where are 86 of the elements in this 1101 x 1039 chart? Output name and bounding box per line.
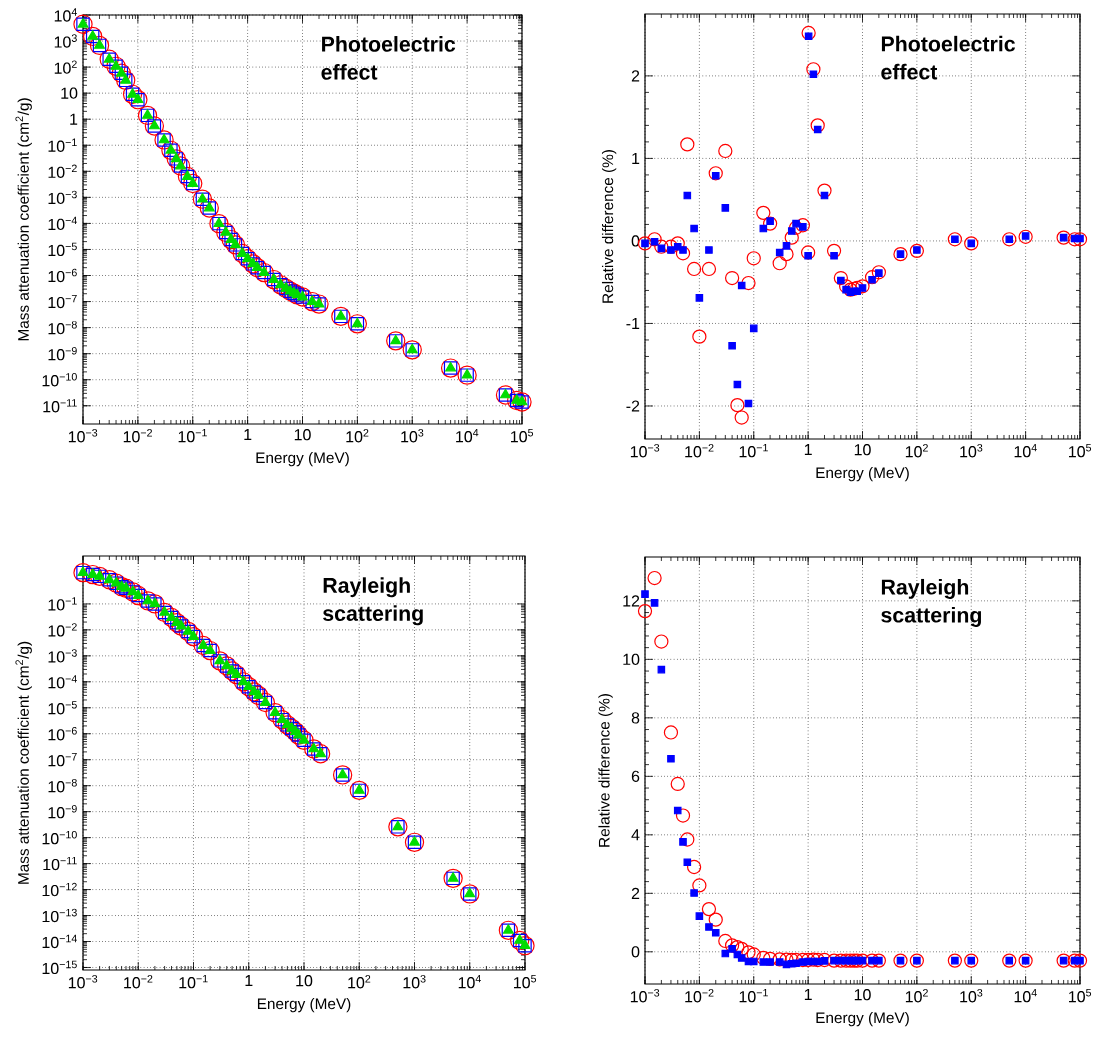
y-tick-label: 10$^{3}$ — [54, 34, 77, 48]
y-tick-label: 12 — [623, 595, 640, 607]
y-tick-label: 10$^{−10}$ — [42, 373, 77, 387]
x-axis-title: Energy (MeV) — [257, 997, 351, 1013]
x-tick-label: 1 — [804, 444, 812, 456]
y-tick-label: 10$^{−15}$ — [42, 960, 77, 975]
x-tick-label: 10$^{5}$ — [511, 429, 534, 443]
x-tick-label: 10 — [854, 989, 871, 1001]
x-tick-label: 10$^{3}$ — [960, 989, 983, 1003]
annotation: Rayleigh scattering — [323, 577, 423, 626]
x-tick-label: 10 — [854, 444, 871, 456]
y-tick-label: 10 — [61, 87, 78, 99]
y-tick-label: 2 — [631, 887, 640, 899]
x-tick-label: 10$^{−1}$ — [739, 444, 768, 458]
y-tick-label: 10$^{−2}$ — [48, 164, 77, 178]
x-axis-title: Energy (MeV) — [256, 451, 349, 467]
y-tick-label: 10$^{−5}$ — [48, 242, 77, 257]
y-axis-title: Mass attenuation coefficient (cm$^{2}$/g) — [15, 98, 32, 341]
y-axis-title: Mass attenuation coefficient (cm$^{2}$/g) — [15, 641, 32, 884]
x-tick-label: 10$^{−2}$ — [123, 429, 152, 443]
x-tick-label: 10$^{3}$ — [403, 975, 426, 989]
y-tick-label: 10$^{4}$ — [54, 8, 77, 22]
y-tick-label: 2 — [631, 70, 640, 82]
x-tick-label: 10 — [296, 975, 313, 987]
y-tick-label: 10$^{−13}$ — [42, 908, 77, 923]
y-tick-label: 10$^{−1}$ — [48, 138, 77, 152]
x-tick-label: 10$^{2}$ — [346, 429, 369, 443]
y-tick-label: 10$^{2}$ — [54, 60, 77, 74]
y-tick-label: 10$^{−7}$ — [48, 753, 77, 767]
y-tick-label: 10 — [623, 653, 640, 665]
x-tick-label: 10$^{−1}$ — [739, 989, 768, 1003]
x-tick-label: 10$^{4}$ — [458, 975, 481, 989]
y-tick-label: 10$^{−11}$ — [43, 399, 77, 413]
annotation: Photoelectric effect — [321, 36, 456, 80]
x-tick-label: 10$^{5}$ — [1069, 444, 1092, 458]
y-tick-label: 4 — [631, 829, 640, 841]
x-tick-label: 1 — [804, 989, 812, 1001]
y-tick-label: 6 — [631, 770, 640, 782]
y-tick-label: 10$^{−9}$ — [48, 804, 77, 819]
annotation: Photoelectric effect — [881, 35, 1016, 80]
y-tick-label: 10$^{−1}$ — [48, 597, 77, 611]
y-tick-label: 10$^{−12}$ — [42, 882, 77, 897]
y-tick-label: 10$^{−2}$ — [48, 623, 77, 637]
y-tick-label: 10$^{−11}$ — [43, 856, 77, 871]
y-tick-label: 0 — [631, 946, 640, 958]
y-tick-label: -1 — [626, 317, 640, 329]
y-axis-title: Relative difference (%) — [601, 150, 617, 303]
y-tick-label: 10$^{−8}$ — [48, 778, 77, 793]
y-tick-label: 10$^{−3}$ — [48, 649, 77, 663]
y-tick-label: 1 — [632, 152, 640, 164]
x-tick-label: 10$^{−1}$ — [178, 429, 207, 443]
y-tick-label: 1 — [70, 113, 78, 125]
y-tick-label: 10$^{−14}$ — [42, 934, 77, 949]
x-tick-label: 10$^{−2}$ — [124, 975, 153, 989]
y-tick-label: 10$^{−3}$ — [48, 190, 77, 205]
y-tick-label: 10$^{−10}$ — [42, 830, 77, 845]
y-tick-label: 10$^{−4}$ — [48, 675, 77, 689]
x-tick-label: 10$^{4}$ — [456, 429, 479, 443]
y-tick-label: 10$^{−4}$ — [48, 216, 77, 231]
y-tick-label: 10$^{−6}$ — [48, 727, 77, 741]
y-tick-label: 10$^{−5}$ — [48, 701, 77, 715]
x-tick-label: 10 — [294, 429, 311, 441]
y-tick-label: 8 — [631, 712, 640, 724]
x-tick-label: 10$^{2}$ — [905, 444, 928, 458]
x-axis-title: Energy (MeV) — [816, 1011, 909, 1027]
x-tick-label: 10$^{2}$ — [905, 989, 928, 1003]
x-tick-label: 10$^{2}$ — [348, 975, 371, 989]
x-tick-label: 10$^{4}$ — [1014, 989, 1037, 1003]
x-tick-label: 10$^{5}$ — [514, 975, 537, 989]
y-tick-label: 10$^{−9}$ — [48, 346, 77, 361]
x-tick-label: 1 — [245, 975, 253, 987]
x-tick-label: 10$^{4}$ — [1014, 444, 1037, 458]
x-tick-label: 10$^{−2}$ — [685, 989, 714, 1003]
y-tick-label: -2 — [626, 400, 640, 412]
y-axis-title: Relative difference (%) — [598, 694, 613, 847]
y-tick-label: 10$^{−7}$ — [48, 294, 77, 309]
x-tick-label: 1 — [244, 429, 252, 441]
y-tick-label: 10$^{−8}$ — [48, 320, 77, 335]
annotation: Rayleigh scattering — [881, 578, 982, 627]
x-tick-label: 10$^{5}$ — [1069, 989, 1092, 1003]
x-tick-label: 10$^{−2}$ — [685, 444, 714, 458]
y-tick-label: 10$^{−6}$ — [48, 268, 77, 283]
x-tick-label: 10$^{−1}$ — [179, 975, 208, 989]
x-axis-title: Energy (MeV) — [816, 466, 909, 482]
x-tick-label: 10$^{3}$ — [960, 444, 983, 458]
x-tick-label: 10$^{3}$ — [401, 429, 424, 443]
